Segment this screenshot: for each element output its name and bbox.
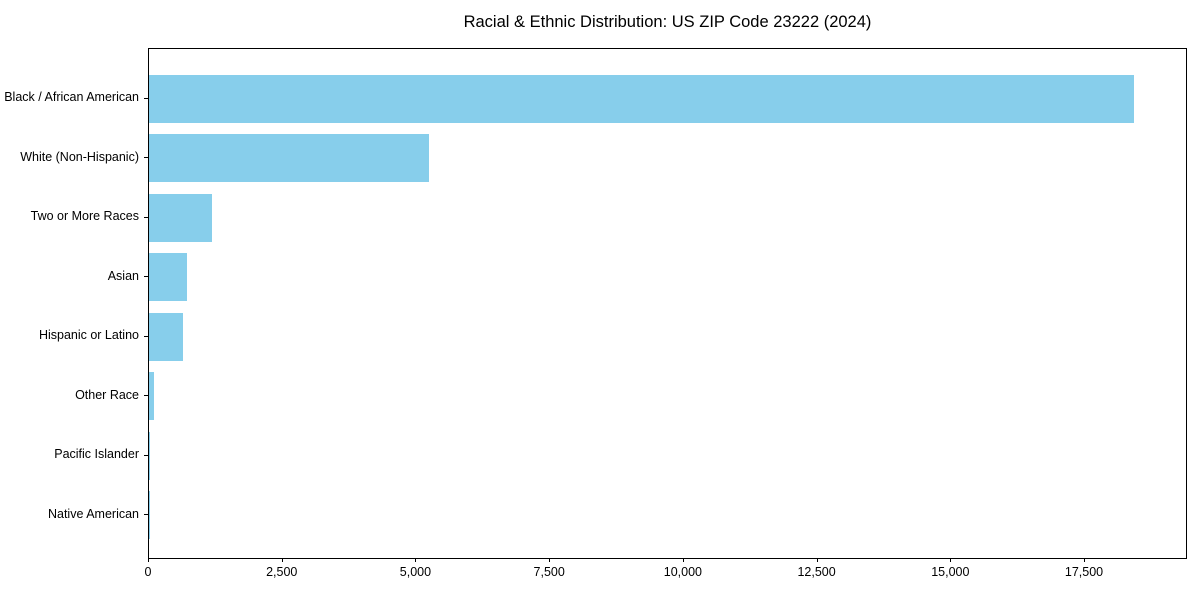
ytick-mark-hispanic-or-latino: [144, 335, 148, 337]
xtick-mark-7-500: [549, 558, 551, 562]
ytick-label-black-african-american: Black / African American: [4, 90, 139, 104]
bar-hispanic-or-latino: [149, 312, 184, 361]
bar-other-race: [149, 372, 154, 420]
ytick-label-white-non-hispanic: White (Non-Hispanic): [20, 149, 139, 164]
xtick-mark-17-500: [1084, 558, 1086, 562]
ytick-mark-pacific-islander: [144, 454, 148, 456]
ytick-label-pacific-islander: Pacific Islander: [54, 447, 139, 461]
plot-area: [148, 48, 1187, 559]
xtick-label-17-500: 17,500: [1064, 565, 1104, 579]
bar-black-african-american: [149, 74, 1134, 123]
bar-white-non-hispanic: [149, 134, 430, 182]
ytick-label-hispanic-or-latino: Hispanic or Latino: [38, 328, 139, 342]
xtick-label-7-500: 7,500: [533, 565, 565, 579]
xtick-mark-15-000: [950, 558, 952, 562]
xtick-label-15-000: 15,000: [931, 565, 970, 579]
ytick-mark-black-african-american: [144, 97, 148, 99]
xtick-mark-5-000: [415, 558, 417, 562]
ytick-mark-two-or-more-races: [144, 216, 148, 218]
xtick-label-5-000: 5,000: [399, 565, 432, 579]
ytick-mark-other-race: [144, 395, 148, 396]
xtick-mark-2-500: [281, 558, 283, 562]
chart-title: Racial & Ethnic Distribution: US ZIP Cod…: [463, 13, 872, 31]
ytick-label-other-race: Other Race: [75, 387, 139, 402]
ytick-mark-white-non-hispanic: [144, 157, 148, 158]
xtick-mark-0: [148, 558, 149, 562]
bar-asian: [149, 253, 187, 301]
xtick-label-2-500: 2,500: [266, 565, 298, 579]
bar-pacific-islander: [149, 431, 151, 480]
xtick-label-12-500: 12,500: [797, 565, 836, 579]
xtick-label-0: 0: [144, 565, 152, 579]
ytick-label-asian: Asian: [107, 268, 139, 283]
xtick-mark-12-500: [816, 558, 818, 562]
bar-two-or-more-races: [149, 193, 212, 242]
ytick-label-native-american: Native American: [47, 506, 139, 521]
ytick-label-two-or-more-races: Two or More Races: [30, 209, 139, 223]
xtick-label-10-000: 10,000: [663, 565, 702, 579]
xtick-mark-10-000: [682, 558, 684, 562]
ytick-mark-native-american: [144, 514, 148, 515]
ytick-mark-asian: [144, 276, 148, 277]
